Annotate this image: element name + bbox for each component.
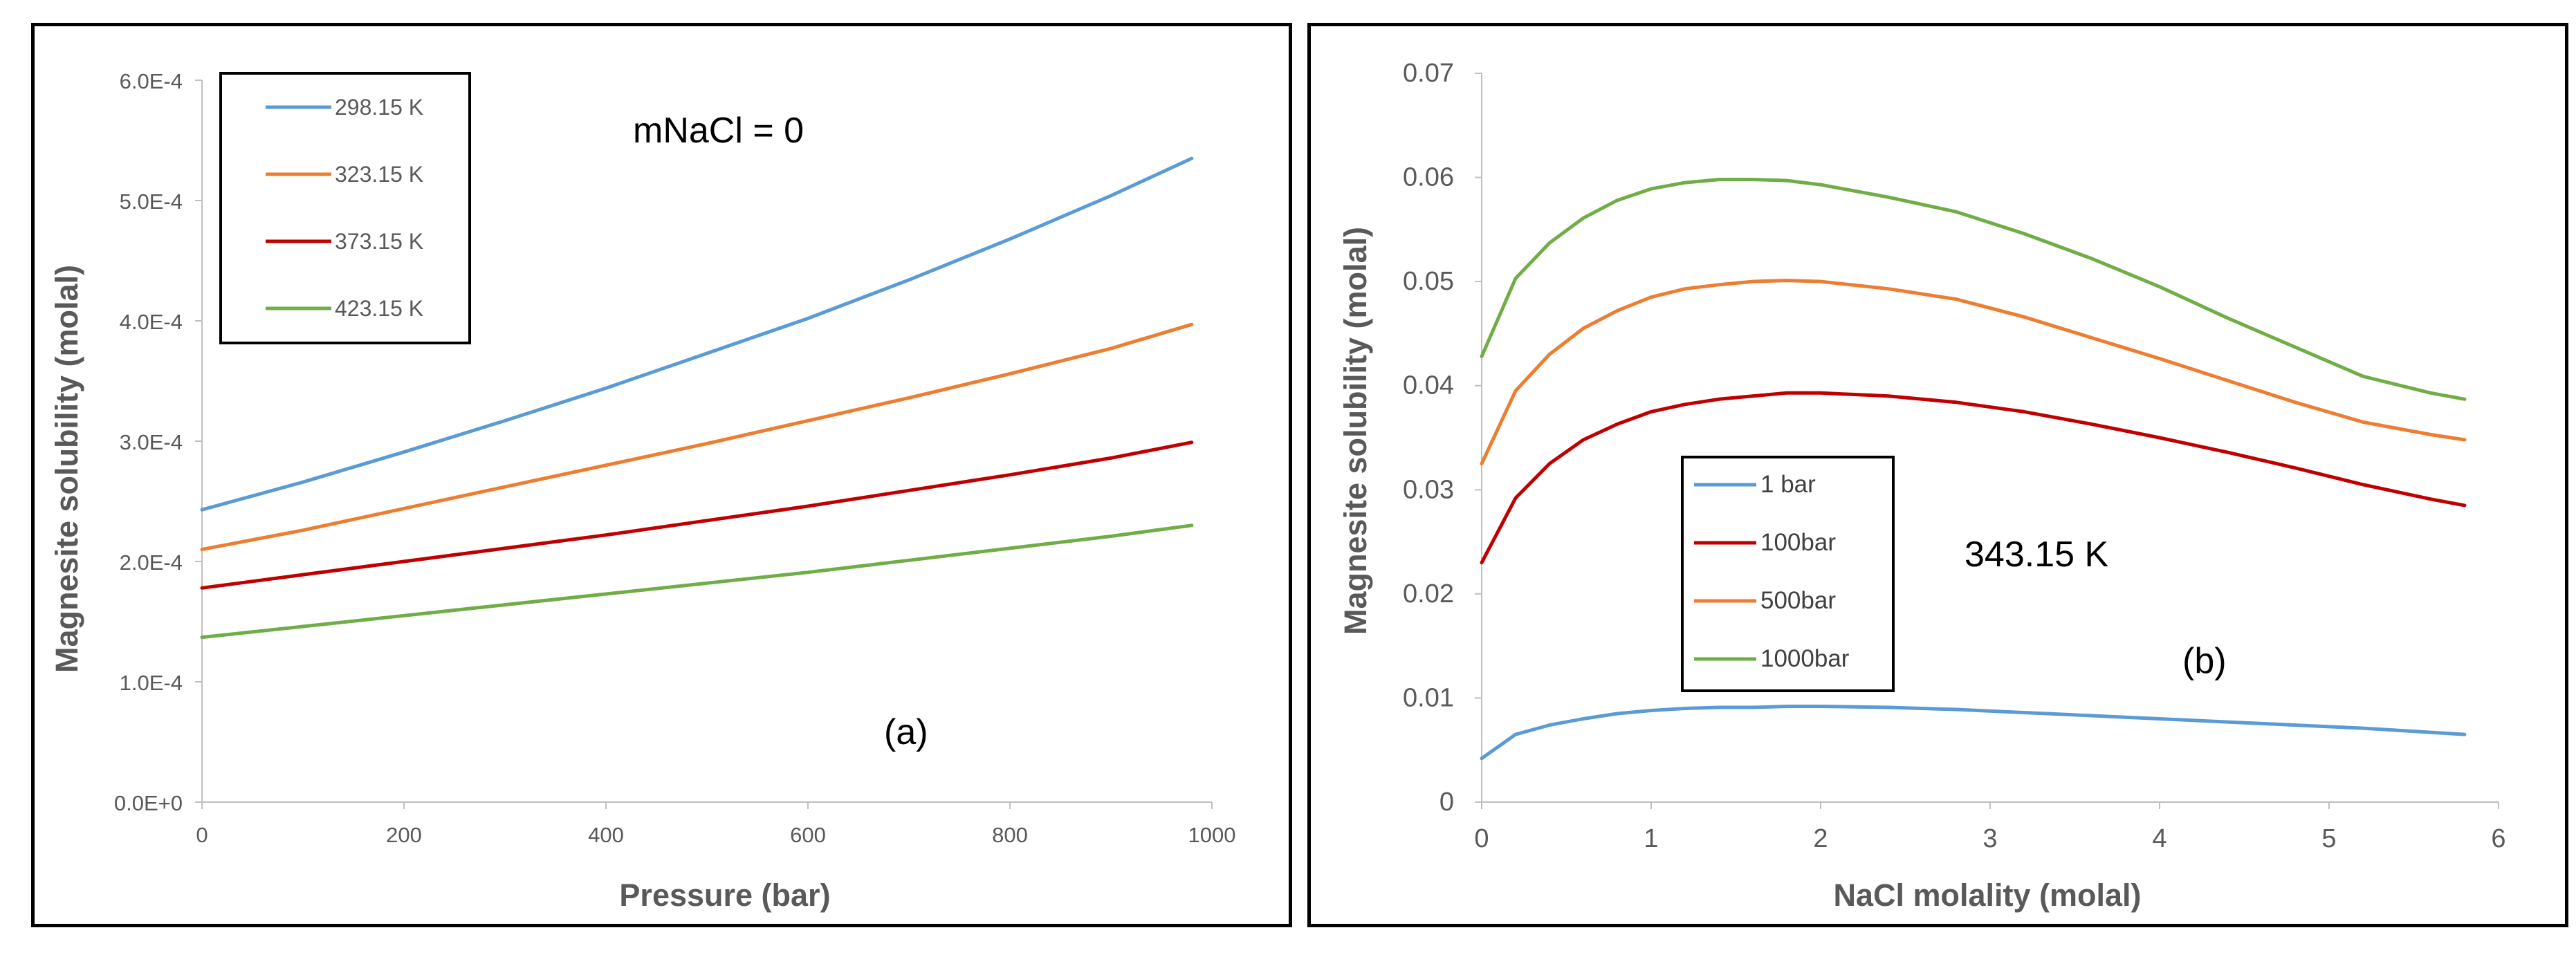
x-axis-title-b: NaCl molality (molal) [1833,877,2141,913]
chart-panel-a: 0.0E+0 1.0E-4 2.0E-4 3.0E-4 4.0E-4 5.0E-4 6.0E… [31,23,1292,927]
series-line-423_15-K [200,523,1194,640]
y-axis-title-b: Magnesite solubility (molal) [1338,227,1373,635]
annotation-temperature: 343.15 K [1965,535,2108,575]
annotation-b: (b) [2182,641,2227,681]
y-tick-label: 1.0E-4 [120,671,183,695]
x-tick-label: 600 [790,823,826,847]
x-tick-label: 400 [588,823,624,847]
legend-label: 423.15 K [335,296,423,321]
legend-label: 1000bar [1760,645,1850,672]
series-line-373_15-K [200,440,1194,590]
x-tick-label: 4 [2152,824,2166,853]
series-line-298_15-K [200,156,1194,512]
x-tick-label: 2 [1813,824,1828,853]
legend-label: 298.15 K [335,95,423,120]
y-tick-label: 0.0E+0 [114,791,183,815]
legend-label: 323.15 K [335,162,423,187]
y-tick-label: 0.06 [1403,163,1454,192]
x-tick-label: 0 [196,823,208,847]
x-tick-label: 1000 [1188,823,1236,847]
y-tick-label: 6.0E-4 [120,69,183,93]
series-line-323_15-K [200,322,1194,552]
chart-a-svg: 0.0E+0 1.0E-4 2.0E-4 3.0E-4 4.0E-4 5.0E-4 6.0E… [49,69,1236,913]
annotation-a: (a) [884,712,928,752]
x-tick-label: 800 [992,823,1028,847]
series-line-1-bar [1480,705,2467,761]
x-axis-title-a: Pressure (bar) [619,877,830,913]
y-tick-label: 4.0E-4 [120,310,183,334]
legend-label: 100bar [1760,529,1836,556]
chart-b-svg: 0 0.01 0.02 0.03 0.04 0.05 0.06 0.07 0 1 2 3 4 5 6 1 b… [1338,59,2506,913]
chart-panel-b: 0 0.01 0.02 0.03 0.04 0.05 0.06 0.07 0 1 2 3 4 5 6 1 b… [1307,23,2568,927]
legend-box-b [1681,456,1895,692]
legend-label: 1 bar [1760,471,1816,498]
x-tick-label: 0 [1474,824,1489,853]
y-tick-label: 2.0E-4 [120,550,183,575]
legend-box-a [219,72,471,344]
y-tick-label: 0.05 [1403,267,1454,296]
y-tick-label: 0.07 [1403,59,1454,88]
series-line-1000bar [1480,178,2467,401]
x-tick-label: 6 [2491,824,2505,853]
y-tick-label: 0.03 [1403,475,1454,504]
legend-label: 500bar [1760,587,1836,614]
y-tick-label: 0.04 [1403,371,1454,400]
x-tick-label: 1 [1644,824,1658,853]
y-tick-label: 0.01 [1403,683,1454,712]
x-tick-label: 3 [1982,824,1997,853]
legend-label: 373.15 K [335,229,423,254]
y-tick-label: 5.0E-4 [120,189,183,214]
series-line-100bar [1480,391,2467,565]
series-line-500bar [1480,279,2467,466]
y-tick-label: 3.0E-4 [120,430,183,454]
y-tick-label: 0.02 [1403,579,1454,609]
annotation-mnacl: mNaCl = 0 [633,111,804,151]
y-tick-label: 0 [1439,788,1454,817]
x-tick-label: 200 [386,823,422,847]
y-axis-title-a: Magnesite solubility (molal) [49,265,84,673]
x-tick-label: 5 [2321,824,2336,853]
